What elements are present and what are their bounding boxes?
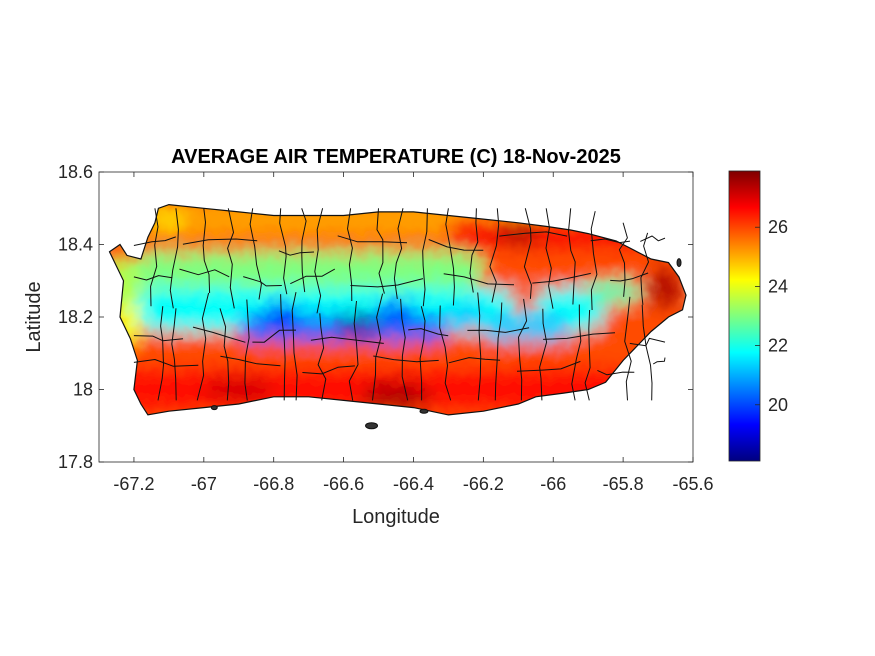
municipality-boundaries bbox=[133, 208, 666, 401]
colorbar bbox=[728, 170, 761, 462]
colorbar-ticks: 20 22 24 26 bbox=[755, 217, 788, 415]
y-tick-label: 18.6 bbox=[58, 162, 93, 182]
x-tick-label: -65.8 bbox=[603, 474, 644, 494]
colorbar-tick-label: 24 bbox=[768, 276, 788, 296]
y-axis-label: Latitude bbox=[23, 281, 45, 352]
x-tick-label: -67.2 bbox=[113, 474, 154, 494]
y-axis-ticks: 17.8 18 18.2 18.4 18.6 bbox=[58, 162, 693, 472]
colorbar-tick-label: 22 bbox=[768, 336, 788, 356]
colorbar-tick-label: 26 bbox=[768, 217, 788, 237]
x-tick-label: -66.6 bbox=[323, 474, 364, 494]
y-tick-label: 18 bbox=[73, 380, 93, 400]
x-tick-label: -66.4 bbox=[393, 474, 434, 494]
x-axis-ticks: -67.2 -67 -66.8 -66.6 -66.4 -66.2 -66 -65.8 -65.… bbox=[113, 172, 714, 494]
x-axis-label: Longitude bbox=[352, 506, 440, 528]
map-title: AVERAGE AIR TEMPERATURE (C) 18-Nov-2025 bbox=[171, 146, 621, 168]
x-tick-label: -66.2 bbox=[463, 474, 504, 494]
colorbar-tick-label: 20 bbox=[768, 395, 788, 415]
island-coastline bbox=[108, 203, 687, 416]
y-tick-label: 18.4 bbox=[58, 235, 93, 255]
x-tick-label: -65.6 bbox=[672, 474, 713, 494]
x-tick-label: -66 bbox=[540, 474, 566, 494]
offshore-islets bbox=[210, 258, 682, 430]
y-tick-label: 17.8 bbox=[58, 452, 93, 472]
x-tick-label: -66.8 bbox=[253, 474, 294, 494]
x-tick-label: -67 bbox=[191, 474, 217, 494]
y-tick-label: 18.2 bbox=[58, 307, 93, 327]
